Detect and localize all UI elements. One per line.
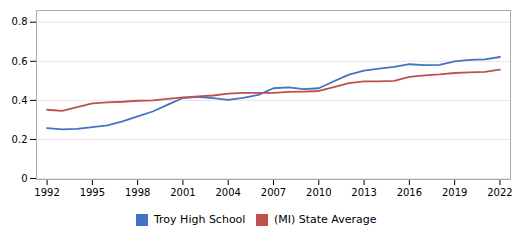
svg-text:0: 0 [21, 173, 27, 184]
svg-text:1995: 1995 [80, 187, 105, 198]
svg-text:1998: 1998 [125, 187, 150, 198]
svg-text:2016: 2016 [397, 187, 422, 198]
svg-text:1992: 1992 [34, 187, 59, 198]
svg-text:2004: 2004 [215, 187, 240, 198]
svg-text:2001: 2001 [170, 187, 195, 198]
html-text:Troy High School: Troy High School [154, 213, 246, 226]
svg-text:0.6: 0.6 [12, 55, 28, 66]
svg-text:0.2: 0.2 [12, 134, 28, 145]
svg-text:2007: 2007 [261, 187, 286, 198]
svg-text:2010: 2010 [306, 187, 331, 198]
svg-text:2013: 2013 [351, 187, 376, 198]
svg-text:2022: 2022 [487, 187, 512, 198]
html-text:(MI) State Average: (MI) State Average [273, 213, 377, 226]
svg-text:0.8: 0.8 [12, 16, 28, 27]
svg-text:2019: 2019 [442, 187, 467, 198]
svg-text:0.4: 0.4 [12, 95, 28, 106]
